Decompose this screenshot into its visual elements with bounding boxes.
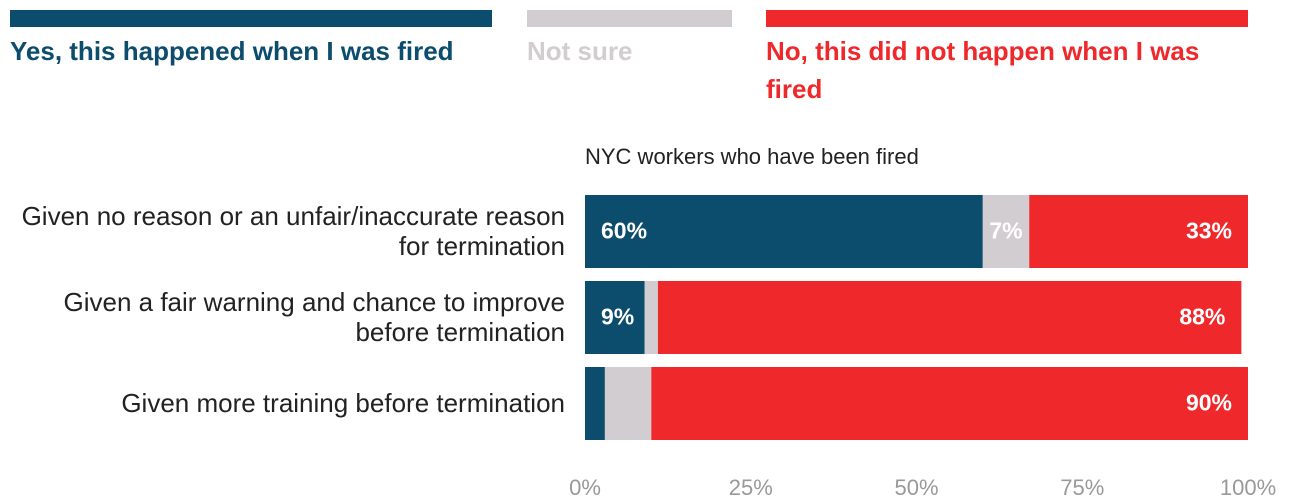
category-label: Given a fair warning and chance to impro… [63,287,566,347]
x-tick-label: 25% [729,475,773,500]
legend-label: No, this did not happen when I was fired [766,36,1200,104]
legend-label: Not sure [527,36,633,66]
legend-swatch [527,10,732,27]
x-tick-label: 0% [569,475,601,500]
value-label: 60% [601,218,647,244]
value-label: 90% [1186,390,1232,416]
bar-segment [604,367,652,440]
bar-segment [982,195,1030,268]
bar-segment [585,281,645,354]
bar-segment [1029,195,1248,268]
legend-swatch [10,10,492,27]
category-label: Given more training before termination [121,388,565,418]
bar-segment [585,367,605,440]
category-label: Given no reason or an unfair/inaccurate … [21,201,565,261]
x-tick-label: 100% [1220,475,1276,500]
x-tick-label: 50% [894,475,938,500]
chart-subtitle: NYC workers who have been fired [585,144,919,169]
value-label: 33% [1186,218,1232,244]
value-label: 88% [1179,304,1225,330]
bar-segment [657,281,1242,354]
bar-segment [585,195,983,268]
legend-label: Yes, this happened when I was fired [10,36,454,66]
bar-segment [644,281,658,354]
bar-segment [651,367,1248,440]
legend-swatch [766,10,1248,27]
value-label: 7% [989,218,1022,244]
x-tick-label: 75% [1060,475,1104,500]
value-label: 9% [601,304,634,330]
